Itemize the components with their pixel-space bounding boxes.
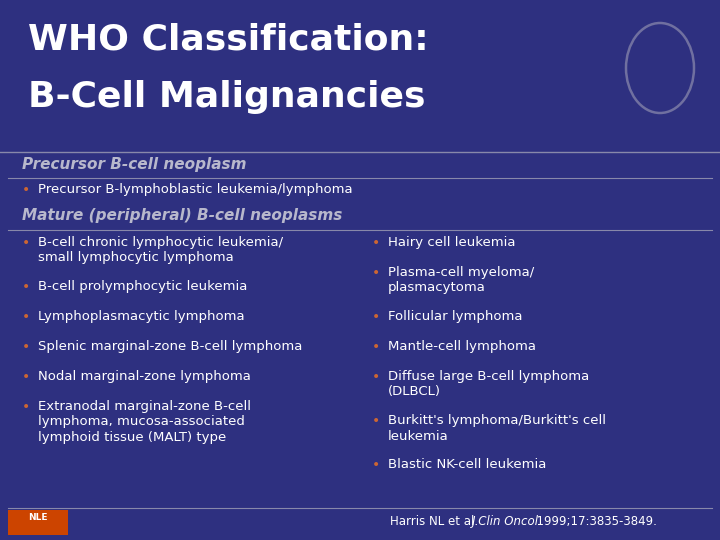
Text: B-cell prolymphocytic leukemia: B-cell prolymphocytic leukemia [38, 280, 248, 293]
Bar [8, 510, 68, 535]
Text: Nodal marginal-zone lymphoma: Nodal marginal-zone lymphoma [38, 370, 251, 383]
Text: Mature (peripheral) B-cell neoplasms: Mature (peripheral) B-cell neoplasms [22, 208, 343, 223]
Text: •: • [372, 340, 380, 354]
Text: •: • [22, 236, 30, 250]
Text: . 1999;17:3835-3849.: . 1999;17:3835-3849. [529, 515, 657, 528]
Text: Hairy cell leukemia: Hairy cell leukemia [388, 236, 516, 249]
Text: •: • [372, 266, 380, 280]
Text: WHO Classification:: WHO Classification: [28, 22, 428, 56]
Text: •: • [22, 400, 30, 414]
Text: •: • [372, 236, 380, 250]
Text: •: • [372, 458, 380, 472]
Text: B-Cell Malignancies: B-Cell Malignancies [28, 80, 426, 114]
Text: Harris NL et al.: Harris NL et al. [390, 515, 482, 528]
Text: Precursor B-lymphoblastic leukemia/lymphoma: Precursor B-lymphoblastic leukemia/lymph… [38, 183, 353, 196]
Text: •: • [372, 414, 380, 428]
Text: Mantle-cell lymphoma: Mantle-cell lymphoma [388, 340, 536, 353]
Text: Plasma-cell myeloma/
plasmacytoma: Plasma-cell myeloma/ plasmacytoma [388, 266, 534, 294]
Text: Blastic NK-cell leukemia: Blastic NK-cell leukemia [388, 458, 546, 471]
Text: •: • [22, 280, 30, 294]
Text: •: • [22, 310, 30, 324]
Text: •: • [22, 183, 30, 197]
Text: Extranodal marginal-zone B-cell
lymphoma, mucosa-associated
lymphoid tissue (MAL: Extranodal marginal-zone B-cell lymphoma… [38, 400, 251, 444]
Text: NLE: NLE [28, 513, 48, 522]
Text: Precursor B-cell neoplasm: Precursor B-cell neoplasm [22, 157, 246, 172]
Text: J Clin Oncol: J Clin Oncol [472, 515, 539, 528]
Text: B-cell chronic lymphocytic leukemia/
small lymphocytic lymphoma: B-cell chronic lymphocytic leukemia/ sma… [38, 236, 283, 265]
Text: Lymphoplasmacytic lymphoma: Lymphoplasmacytic lymphoma [38, 310, 245, 323]
Text: •: • [372, 370, 380, 384]
Text: Follicular lymphoma: Follicular lymphoma [388, 310, 523, 323]
Text: Burkitt's lymphoma/Burkitt's cell
leukemia: Burkitt's lymphoma/Burkitt's cell leukem… [388, 414, 606, 442]
Text: •: • [22, 340, 30, 354]
Text: •: • [372, 310, 380, 324]
Text: Diffuse large B-cell lymphoma
(DLBCL): Diffuse large B-cell lymphoma (DLBCL) [388, 370, 589, 399]
Text: Splenic marginal-zone B-cell lymphoma: Splenic marginal-zone B-cell lymphoma [38, 340, 302, 353]
Text: •: • [22, 370, 30, 384]
